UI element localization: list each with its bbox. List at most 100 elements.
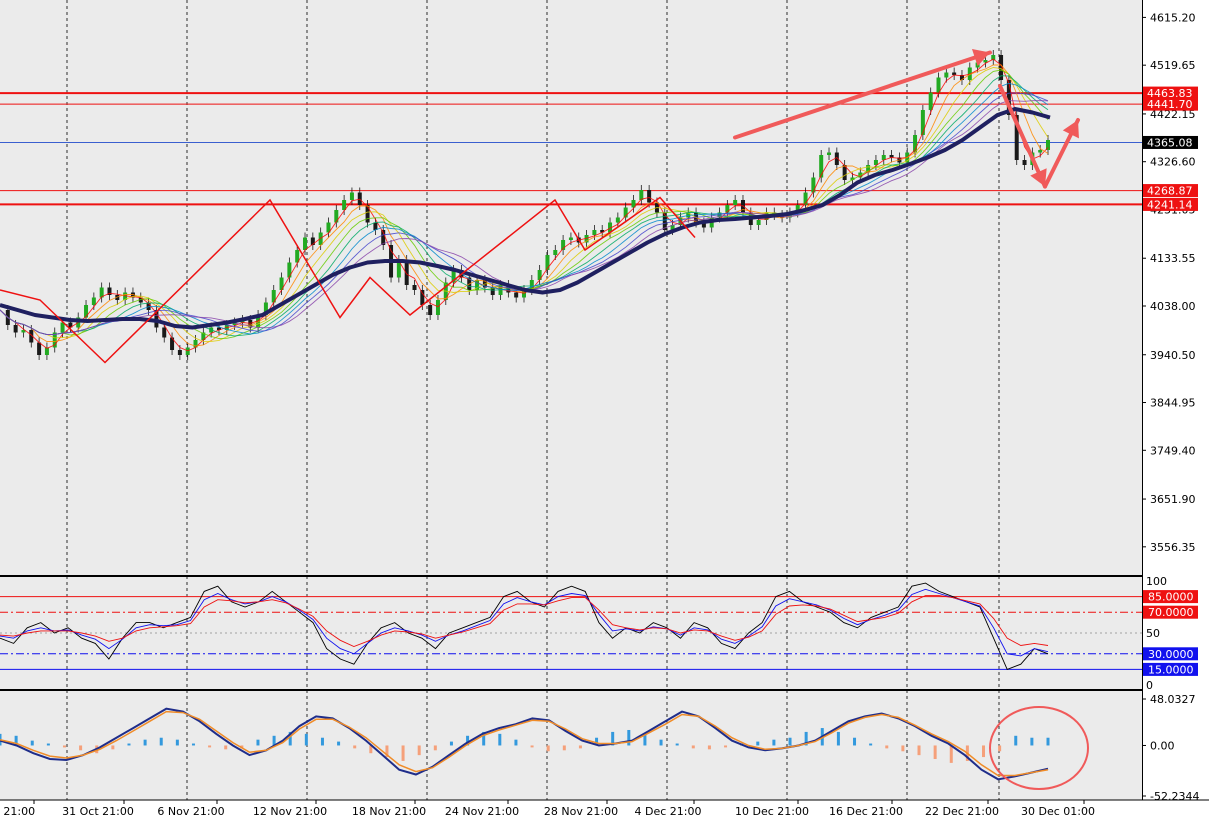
macd-histogram-bar — [707, 745, 711, 750]
candle-body — [201, 332, 206, 340]
annotation-arrow-shaft — [733, 50, 992, 140]
candle-body — [68, 322, 73, 328]
price-tick-label: 3940.50 — [1150, 349, 1196, 362]
date-label: 18 Nov 21:00 — [352, 805, 426, 818]
candle-body — [420, 290, 425, 305]
candle-body — [623, 207, 628, 218]
level-price-tag-label: 4268.87 — [1147, 185, 1193, 198]
candle-body — [608, 222, 613, 233]
macd-tick-label: 48.0327 — [1150, 693, 1196, 706]
macd-histogram-bar — [143, 739, 147, 746]
macd-histogram-bar — [320, 737, 324, 746]
macd-tick-label: -52.2344 — [1150, 790, 1199, 803]
candle-body — [349, 192, 354, 200]
macd-histogram-bar — [756, 741, 760, 746]
candle-body — [248, 320, 253, 328]
candle-body — [913, 135, 918, 153]
candle-body — [1014, 115, 1019, 160]
level-price-tag — [1143, 197, 1198, 211]
macd-histogram-bar — [62, 745, 66, 748]
candle-body — [44, 347, 49, 355]
candle-body — [600, 230, 605, 233]
macd-histogram-bar — [208, 745, 212, 748]
candle-body — [1022, 160, 1027, 165]
candle-body — [827, 152, 832, 155]
candle-body — [170, 337, 175, 350]
macd-histogram-bar — [514, 739, 518, 746]
level-price-tag — [1143, 135, 1198, 149]
candle-body — [920, 110, 925, 135]
price-tick-label: 4615.20 — [1150, 11, 1196, 24]
candle-body — [177, 350, 182, 355]
candle-body — [84, 305, 89, 318]
candle-body — [991, 55, 996, 60]
level-price-tag-label: 4365.08 — [1147, 136, 1193, 149]
macd-histogram-bar — [836, 731, 840, 746]
candle-body — [701, 222, 706, 228]
candle-body — [232, 322, 237, 325]
macd-histogram-bar — [159, 737, 163, 746]
candle-body — [52, 332, 57, 348]
macd-histogram-bar — [675, 743, 679, 746]
candle-body — [326, 222, 331, 233]
candle-body — [475, 280, 480, 290]
macd-histogram-bar — [449, 741, 453, 746]
macd-histogram-bar — [272, 735, 276, 746]
annotation-arrow-shaft — [998, 84, 1047, 189]
price-tick-label: 4038.00 — [1150, 300, 1196, 313]
macd-histogram-bar — [1014, 735, 1018, 746]
macd-histogram-bar — [546, 745, 550, 752]
candle-body — [428, 305, 433, 315]
candle-body — [334, 210, 339, 223]
candle-body — [850, 177, 855, 180]
macd-histogram-bar — [982, 745, 986, 758]
macd-histogram-bar — [385, 745, 389, 758]
candle-body — [639, 190, 644, 200]
stoch-level-tag-label: 85.0000 — [1148, 591, 1194, 604]
candle-body — [733, 200, 738, 205]
macd-histogram-bar — [288, 731, 292, 746]
stoch-tick-label: 100 — [1146, 575, 1167, 588]
candle-body — [130, 292, 135, 298]
macd-histogram-bar — [724, 745, 728, 748]
date-label: 31 Oct 21:00 — [62, 805, 134, 818]
macd-histogram-bar — [224, 745, 228, 750]
price-tick-label: 4422.15 — [1150, 108, 1196, 121]
candle-body — [873, 160, 878, 165]
macd-histogram-bar — [530, 745, 534, 748]
macd-histogram-bar — [949, 745, 953, 763]
level-price-tag-label: 4463.83 — [1147, 87, 1193, 100]
macd-histogram-bar — [46, 743, 50, 746]
price-tick-label: 3749.40 — [1150, 444, 1196, 457]
candle-body — [303, 237, 308, 250]
macd-histogram-bar — [659, 739, 663, 746]
candle-body — [819, 155, 824, 178]
date-label: Oct 21:00 — [0, 805, 35, 818]
macd-tick-label: 0.00 — [1150, 739, 1175, 752]
candle-body — [99, 287, 104, 298]
macd-histogram-bar — [191, 743, 195, 746]
stoch-level-tag-label: 30.0000 — [1148, 648, 1194, 661]
macd-histogram-bar — [433, 745, 437, 751]
price-tick-label: 3844.95 — [1150, 397, 1196, 410]
date-label: 16 Dec 21:00 — [829, 805, 903, 818]
price-tick-label: 3556.35 — [1150, 541, 1196, 554]
level-price-tag-label: 4241.14 — [1147, 198, 1193, 211]
candle-body — [216, 327, 221, 330]
candle-body — [287, 262, 292, 278]
macd-histogram-bar — [885, 745, 889, 749]
candle-body — [670, 225, 675, 230]
date-label: 22 Dec 21:00 — [925, 805, 999, 818]
candle-body — [107, 287, 112, 295]
candle-body — [295, 250, 300, 263]
stoch-tick-label: 0 — [1146, 679, 1153, 692]
candle-body — [592, 230, 597, 235]
candle-body — [451, 270, 456, 283]
candle-body — [529, 280, 534, 290]
macd-histogram-bar — [79, 745, 83, 751]
candle-body — [29, 330, 34, 343]
macd-histogram-bar — [111, 745, 115, 750]
candle-body — [756, 220, 761, 225]
candle-body — [561, 240, 566, 250]
macd-histogram-bar — [869, 743, 873, 746]
